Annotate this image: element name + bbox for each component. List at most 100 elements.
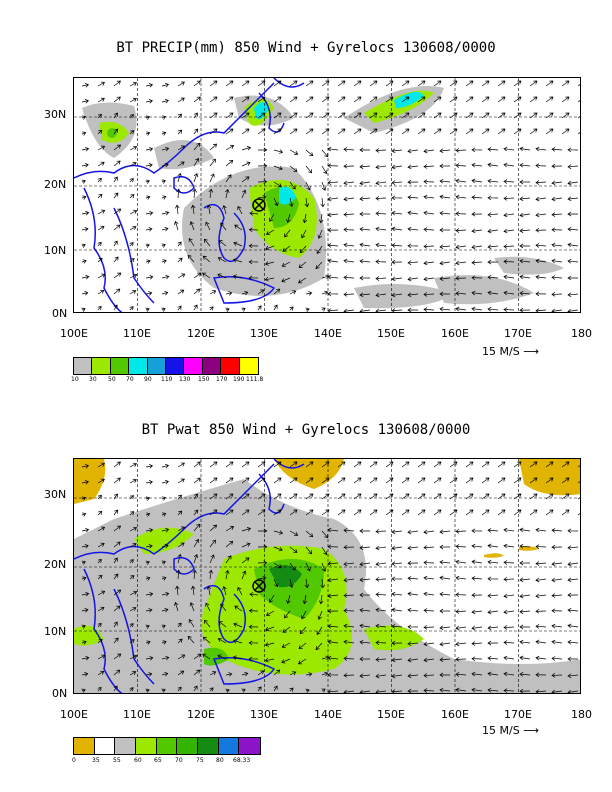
panel2-lat-label-20n: 20N — [44, 558, 67, 571]
wind-arrow-icon — [129, 526, 138, 532]
wind-arrow-icon — [113, 589, 122, 596]
wind-arrow-icon — [567, 607, 579, 613]
wind-arrow-icon — [305, 530, 314, 538]
panel1-lon-label-120e: 120E — [187, 327, 215, 340]
wind-arrow-icon — [439, 625, 451, 631]
wind-arrow-icon — [218, 621, 227, 628]
wind-arrow-icon — [175, 204, 180, 215]
wind-arrow-icon — [257, 112, 266, 119]
wind-arrow-icon — [471, 576, 483, 581]
wind-arrow-icon — [577, 100, 580, 103]
wind-arrow-icon — [407, 529, 419, 535]
wind-arrow-icon — [218, 240, 227, 247]
wind-arrow-icon — [487, 655, 499, 661]
wind-arrow-icon — [455, 559, 467, 565]
wind-arrow-icon — [369, 128, 378, 135]
wind-arrow-icon — [375, 211, 387, 216]
wind-arrow-icon — [551, 292, 563, 297]
wind-arrow-icon — [551, 561, 563, 567]
wind-arrow-icon — [257, 544, 268, 550]
panel2-map-canvas — [74, 459, 580, 693]
wind-arrow-icon — [359, 164, 371, 169]
wind-arrow-icon — [535, 146, 547, 152]
wind-arrow-icon — [97, 225, 105, 231]
wind-arrow-icon — [359, 639, 371, 645]
wind-arrow-icon — [407, 292, 419, 298]
wind-arrow-icon — [359, 561, 371, 567]
wind-arrow-icon — [503, 671, 515, 677]
wind-arrow-icon — [193, 554, 199, 564]
wind-arrow-icon — [248, 227, 259, 233]
panel1-lon-label-130e: 130E — [250, 327, 278, 340]
wind-arrow-icon — [113, 128, 119, 135]
wind-arrow-icon — [129, 161, 137, 167]
wind-arrow-icon — [385, 128, 394, 135]
wind-arrow-icon — [81, 608, 89, 613]
wind-arrow-icon — [225, 477, 234, 484]
wind-arrow-icon — [273, 128, 282, 135]
wind-arrow-icon — [129, 559, 134, 564]
wind-arrow-icon — [423, 625, 435, 630]
panel2-lon-label-140e: 140E — [314, 708, 342, 721]
wind-arrow-icon — [81, 210, 90, 216]
wind-arrow-icon — [545, 461, 554, 468]
wind-arrow-icon — [177, 526, 186, 532]
wind-arrow-icon — [257, 289, 265, 295]
wind-arrow-icon — [439, 163, 451, 169]
wind-arrow-icon — [439, 148, 451, 154]
wind-arrow-icon — [193, 142, 201, 151]
wind-arrow-icon — [465, 80, 474, 87]
wind-arrow-icon — [241, 189, 247, 199]
wind-arrow-icon — [97, 670, 105, 676]
wind-arrow-icon — [471, 625, 483, 631]
wind-arrow-icon — [161, 607, 169, 613]
wind-arrow-icon — [423, 227, 435, 232]
wind-arrow-icon — [417, 509, 426, 516]
wind-arrow-icon — [316, 245, 323, 254]
wind-arrow-icon — [529, 80, 538, 87]
wind-arrow-icon — [177, 305, 182, 311]
wind-arrow-icon — [343, 623, 355, 629]
wind-arrow-icon — [97, 145, 106, 151]
wind-arrow-icon — [176, 188, 181, 199]
wind-arrow-icon — [113, 605, 121, 612]
panel2-lat-label-10n: 10N — [44, 625, 67, 638]
wind-arrow-icon — [97, 273, 106, 279]
wind-arrow-icon — [113, 176, 118, 183]
wind-arrow-icon — [385, 477, 394, 484]
wind-arrow-icon — [225, 461, 234, 468]
wind-arrow-icon — [423, 244, 435, 249]
wind-arrow-icon — [225, 525, 235, 532]
wind-arrow-icon — [529, 509, 538, 516]
wind-arrow-icon — [113, 637, 119, 644]
wind-arrow-icon — [471, 244, 483, 250]
panel1-lon-label-140e: 140E — [314, 327, 342, 340]
wind-arrow-icon — [129, 590, 138, 596]
wind-arrow-icon — [97, 462, 105, 468]
wind-arrow-icon — [273, 149, 284, 154]
wind-arrow-icon — [513, 128, 522, 135]
wind-arrow-icon — [269, 213, 275, 222]
wind-arrow-icon — [471, 528, 483, 534]
panel2-colorbar-label: 35 — [92, 757, 100, 764]
panel2-title: BT Pwat 850 Wind + Gyrelocs 130608/0000 — [141, 422, 471, 438]
wind-arrow-icon — [423, 148, 435, 154]
wind-arrow-icon — [129, 623, 134, 628]
wind-arrow-icon — [375, 242, 387, 248]
wind-arrow-icon — [284, 610, 291, 619]
wind-arrow-icon — [97, 542, 105, 548]
wind-arrow-icon — [519, 593, 531, 599]
wind-arrow-icon — [327, 689, 339, 693]
wind-arrow-icon — [423, 545, 435, 550]
panel2-colorbar-label: 70 — [175, 757, 183, 764]
wind-arrow-icon — [145, 211, 154, 216]
wind-arrow-icon — [145, 464, 154, 469]
wind-arrow-icon — [305, 149, 314, 157]
precip-shading — [82, 86, 564, 309]
wind-arrow-icon — [129, 495, 134, 500]
wind-arrow-icon — [359, 592, 371, 598]
wind-arrow-icon — [97, 161, 105, 167]
panel1-colorbar-swatch — [92, 358, 111, 374]
wind-arrow-icon — [257, 686, 262, 692]
wind-arrow-icon — [359, 258, 371, 264]
